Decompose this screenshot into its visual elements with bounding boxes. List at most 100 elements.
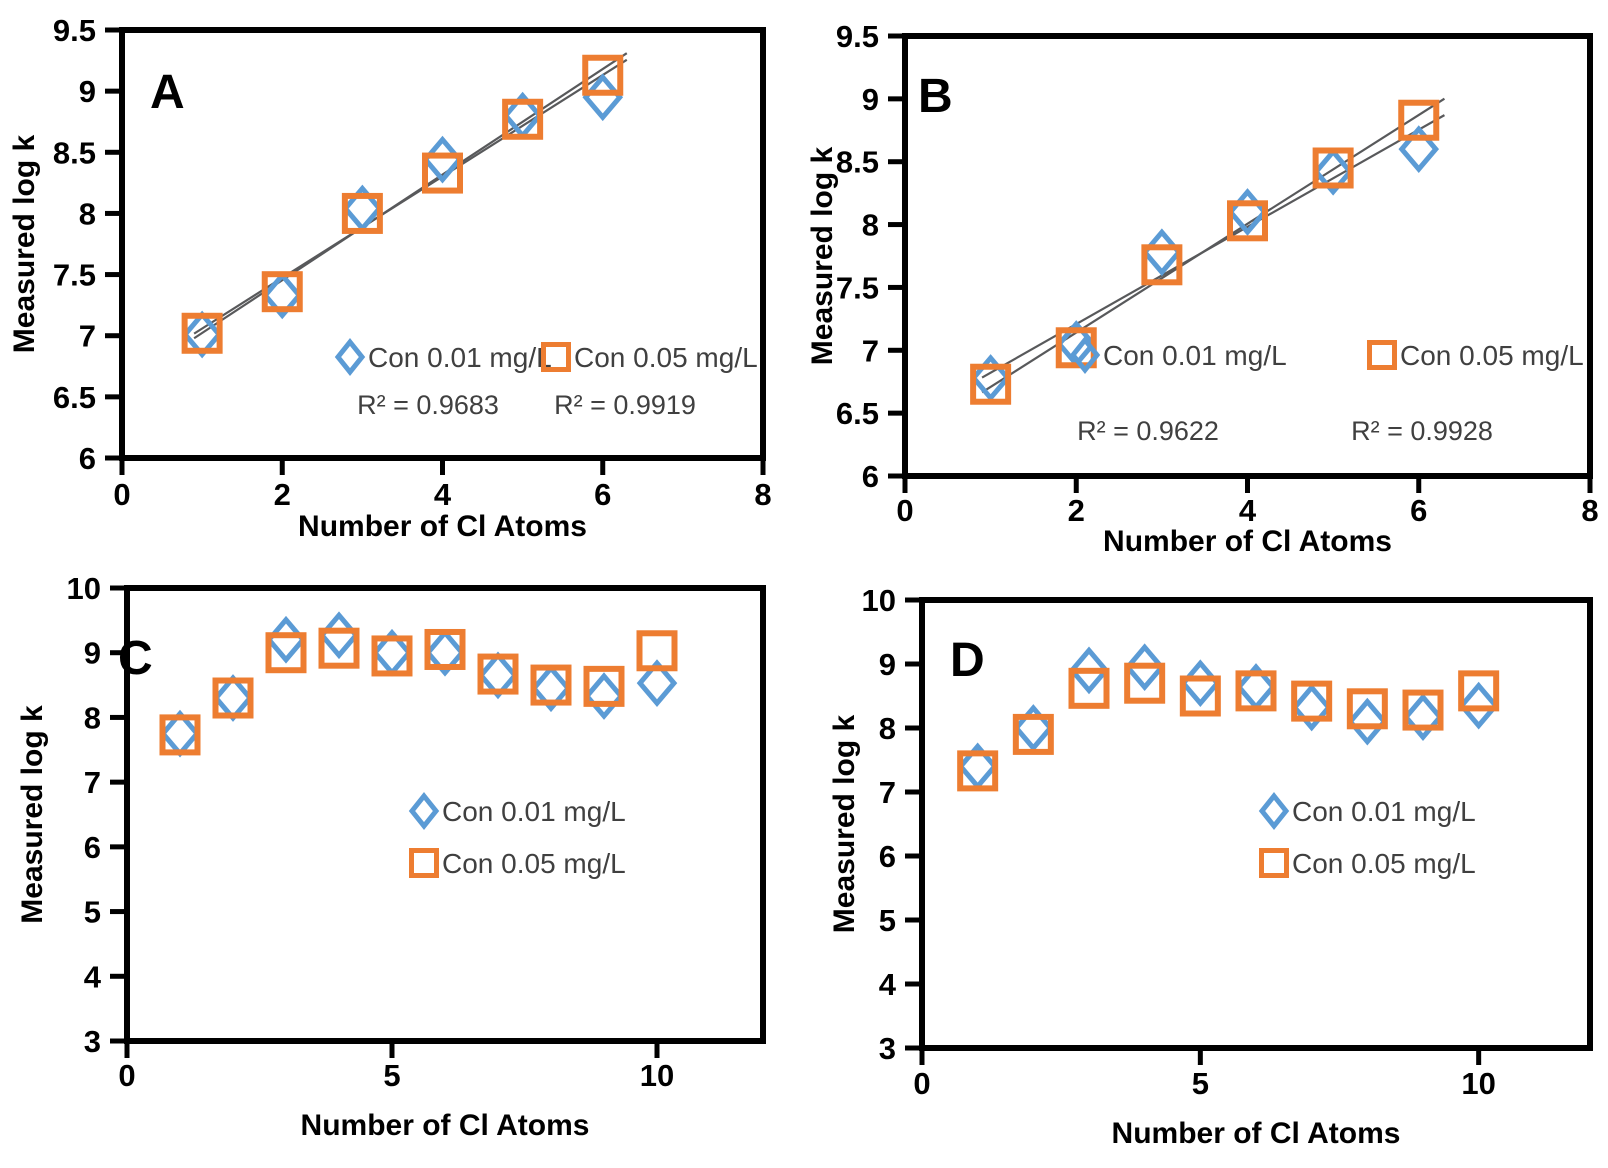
y-tick-label: 7: [84, 765, 101, 800]
data-point-square: [1124, 662, 1166, 704]
y-tick-label: 7.5: [836, 270, 879, 305]
legend-diamond-icon: [1069, 335, 1101, 375]
data-point-diamond: [970, 354, 1011, 402]
x-tick-label: 4: [1239, 493, 1257, 528]
x-axis-title: Number of Cl Atoms: [1112, 1117, 1401, 1150]
x-tick-label: 10: [1461, 1066, 1495, 1101]
y-tick-label: 8.5: [836, 145, 879, 180]
y-axis-title: Measured log k: [828, 714, 861, 933]
data-point-diamond: [636, 659, 678, 707]
panel-d: 0 5 10 3 4 5 6 7 8 9 10 Number of Cl Atoms Measured …: [808, 558, 1608, 1168]
legend-square-icon: [1367, 340, 1397, 370]
x-tick-label: 8: [1581, 493, 1598, 528]
data-point-square: [1179, 675, 1221, 717]
y-tick-label: 3: [879, 1031, 896, 1066]
plot-frame: [124, 585, 766, 1044]
x-tick-label: 8: [754, 477, 771, 512]
data-point-square: [265, 632, 307, 674]
legend-label: Con 0.05 mg/L: [574, 342, 758, 373]
y-tick-label: 6.5: [836, 396, 879, 431]
data-point-diamond: [212, 674, 254, 722]
plot-frame: [119, 27, 766, 461]
panel-b: 0 2 4 6 8 6 6.5 7 7.5 8 8.5 9 9.5 Number of Cl Atoms M…: [800, 0, 1608, 558]
x-tick-label: 0: [118, 1058, 135, 1093]
data-point-square: [1235, 670, 1277, 712]
panel-c-chart: 0 5 10 3 4 5 6 7 8 9 10 Number of Cl Atoms Measured …: [16, 571, 766, 1142]
trendline: [193, 52, 628, 340]
data-point-square: [371, 635, 413, 677]
data-point-square: [502, 98, 544, 140]
y-tick-label: 9.5: [53, 13, 96, 48]
y-tick-label: 3: [84, 1024, 101, 1059]
data-point-diamond: [265, 615, 307, 664]
data-point-square: [212, 677, 254, 719]
y-tick-label: 8: [84, 700, 101, 735]
x-tick-label: 10: [640, 1058, 674, 1093]
panel-c: 0 5 10 3 4 5 6 7 8 9 10 Number of Cl Atoms Measured …: [0, 558, 800, 1168]
legend-label: Con 0.05 mg/L: [1400, 340, 1584, 371]
y-tick-label: 6: [879, 839, 896, 874]
x-tick-label: 5: [383, 1058, 400, 1093]
data-point-square: [970, 363, 1012, 405]
data-point-square: [424, 628, 466, 670]
panel-letter: A: [150, 66, 185, 119]
data-point-diamond: [1013, 704, 1054, 752]
y-tick-label: 6: [84, 830, 101, 865]
y-axis-title: Measured log k: [806, 146, 839, 365]
plot-frame: [902, 33, 1593, 479]
x-tick-label: 5: [1192, 1066, 1209, 1101]
data-point-square: [318, 627, 360, 669]
panel-letter: B: [918, 70, 953, 123]
legend-label: Con 0.05 mg/L: [442, 848, 626, 879]
data-point-diamond: [318, 611, 360, 660]
x-tick-label: 4: [434, 477, 452, 512]
data-point-diamond: [530, 664, 572, 713]
y-tick-label: 8.5: [53, 135, 96, 170]
data-point-square: [1312, 147, 1354, 189]
y-tick-label: 6: [79, 441, 96, 476]
x-tick-label: 6: [594, 477, 611, 512]
y-tick-label: 9: [879, 647, 896, 682]
panel-b-chart: 0 2 4 6 8 6 6.5 7 7.5 8 8.5 9 9.5 Number of Cl Atoms M…: [806, 19, 1599, 558]
y-tick-label: 6.5: [53, 380, 96, 415]
y-tick-label: 7.5: [53, 258, 96, 293]
x-tick-label: 6: [1410, 493, 1427, 528]
data-point-square: [1291, 680, 1333, 722]
data-point-diamond: [477, 651, 519, 700]
data-point-diamond: [261, 271, 303, 320]
y-tick-label: 4: [879, 967, 897, 1002]
data-point-square: [1346, 688, 1388, 730]
legend-label: Con 0.01 mg/L: [1292, 796, 1476, 827]
data-point-diamond: [1458, 681, 1499, 730]
y-tick-label: 10: [67, 571, 101, 606]
data-point-square: [582, 54, 624, 96]
data-point-square: [957, 750, 999, 792]
data-point-square: [341, 192, 383, 234]
panel-d-chart: 0 5 10 3 4 5 6 7 8 9 10 Number of Cl Atoms Measured …: [828, 583, 1593, 1150]
y-tick-label: 6: [862, 459, 879, 494]
x-axis-title: Number of Cl Atoms: [301, 1109, 590, 1142]
y-axis-title: Measured log k: [8, 134, 41, 353]
data-point-square: [261, 271, 303, 313]
x-tick-label: 2: [1068, 493, 1085, 528]
y-tick-label: 7: [862, 333, 879, 368]
legend-square-icon: [541, 342, 571, 372]
r2-label: R² = 0.9928: [1351, 416, 1493, 446]
data-point-square: [1227, 200, 1268, 242]
legend-label: Con 0.01 mg/L: [442, 796, 626, 827]
r2-label: R² = 0.9919: [554, 390, 696, 420]
x-tick-label: 0: [113, 477, 130, 512]
panel-letter: C: [118, 632, 153, 685]
data-point-diamond: [1347, 697, 1388, 746]
legend-label: Con 0.01 mg/L: [1103, 340, 1287, 371]
legend-label: Con 0.05 mg/L: [1292, 848, 1476, 879]
legend-diamond-icon: [1258, 791, 1290, 831]
y-tick-label: 9.5: [836, 19, 879, 54]
legend-square-icon: [409, 848, 439, 878]
data-point-square: [1068, 667, 1110, 709]
data-point-diamond: [583, 672, 625, 720]
data-point-diamond: [1402, 693, 1444, 741]
y-tick-label: 8: [879, 711, 896, 746]
data-point-square: [477, 653, 519, 695]
data-point-square: [1402, 689, 1444, 731]
